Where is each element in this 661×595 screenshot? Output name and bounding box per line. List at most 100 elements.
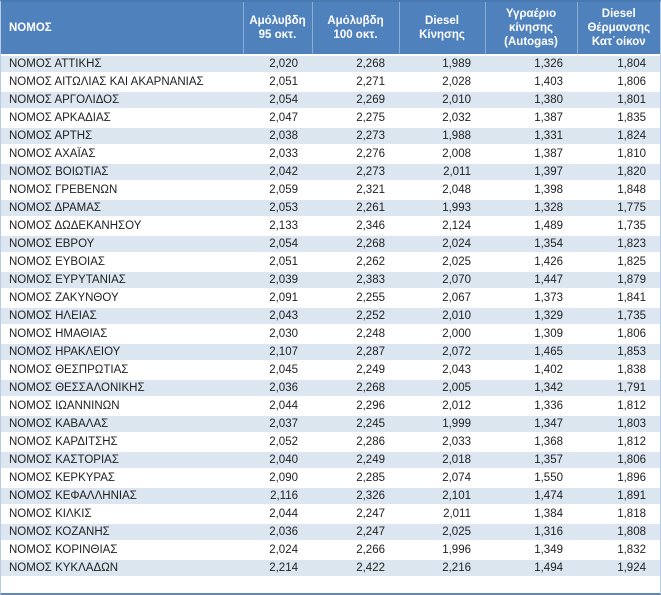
table-row: ΝΟΜΟΣ ΚΕΡΚΥΡΑΣ 2,090 2,285 2,074 1,550 1…	[1, 469, 660, 488]
unleaded100-value-cell: 2,346	[312, 217, 399, 236]
prefecture-name-cell: ΝΟΜΟΣ ΖΑΚΥΝΘΟΥ	[1, 289, 243, 308]
table-row: ΝΟΜΟΣ ΕΒΡΟΥ 2,054 2,268 2,024 1,354 1,82…	[1, 235, 660, 254]
table-row: ΝΟΜΟΣ ΖΑΚΥΝΘΟΥ 2,091 2,255 2,067 1,373 1…	[1, 289, 660, 308]
diesel-value-cell: 2,028	[399, 73, 485, 92]
heating-value-cell: 1,824	[577, 127, 660, 146]
unleaded95-value-cell: 2,107	[243, 343, 312, 362]
unleaded95-value-cell: 2,091	[243, 289, 312, 308]
unleaded95-value-cell: 2,033	[243, 145, 312, 164]
unleaded100-value-cell: 2,271	[312, 73, 399, 92]
table-row: ΝΟΜΟΣ ΑΧΑΪΑΣ 2,033 2,276 2,008 1,387 1,8…	[1, 145, 660, 164]
fuel-prices-table: ΝΟΜΟΣ Αμόλυβδη 95 οκτ. Αμόλυβδη 100 οκτ.…	[1, 2, 660, 578]
diesel-value-cell: 2,010	[399, 91, 485, 110]
prefecture-name-cell: ΝΟΜΟΣ ΕΒΡΟΥ	[1, 235, 243, 254]
unleaded100-value-cell: 2,249	[312, 361, 399, 380]
heating-value-cell: 1,791	[577, 379, 660, 398]
autogas-value-cell: 1,489	[485, 217, 577, 236]
diesel-value-cell: 2,005	[399, 379, 485, 398]
unleaded95-value-cell: 2,054	[243, 235, 312, 254]
autogas-value-cell: 1,474	[485, 487, 577, 506]
unleaded95-value-cell: 2,052	[243, 433, 312, 452]
prefecture-name-cell: ΝΟΜΟΣ ΑΤΤΙΚΗΣ	[1, 55, 243, 74]
autogas-value-cell: 1,403	[485, 73, 577, 92]
diesel-value-cell: 2,074	[399, 469, 485, 488]
table-row: ΝΟΜΟΣ ΚΥΚΛΑΔΩΝ 2,214 2,422 2,216 1,494 1…	[1, 559, 660, 578]
heating-value-cell: 1,835	[577, 109, 660, 128]
heating-value-cell: 1,803	[577, 415, 660, 434]
prefecture-name-cell: ΝΟΜΟΣ ΚΟΡΙΝΘΙΑΣ	[1, 541, 243, 560]
unleaded95-value-cell: 2,045	[243, 361, 312, 380]
diesel-value-cell: 2,000	[399, 325, 485, 344]
table-row: ΝΟΜΟΣ ΗΡΑΚΛΕΙΟΥ 2,107 2,287 2,072 1,465 …	[1, 343, 660, 362]
prefecture-name-cell: ΝΟΜΟΣ ΑΧΑΪΑΣ	[1, 145, 243, 164]
heating-value-cell: 1,810	[577, 145, 660, 164]
table-row: ΝΟΜΟΣ ΑΡΚΑΔΙΑΣ 2,047 2,275 2,032 1,387 1…	[1, 109, 660, 128]
unleaded95-value-cell: 2,036	[243, 523, 312, 542]
table-row: ΝΟΜΟΣ ΘΕΣΠΡΩΤΙΑΣ 2,045 2,249 2,043 1,402…	[1, 361, 660, 380]
column-header-autogas: Υγραέριο κίνησης (Autogas)	[484, 2, 577, 56]
column-header-unleaded100: Αμόλυβδη 100 οκτ.	[311, 2, 399, 56]
unleaded100-value-cell: 2,321	[312, 181, 399, 200]
autogas-value-cell: 1,368	[485, 433, 577, 452]
diesel-value-cell: 2,018	[399, 451, 485, 470]
diesel-value-cell: 2,011	[399, 163, 485, 182]
diesel-value-cell: 2,124	[399, 217, 485, 236]
autogas-value-cell: 1,328	[485, 199, 577, 218]
unleaded100-value-cell: 2,276	[312, 145, 399, 164]
table-row: ΝΟΜΟΣ ΚΟΖΑΝΗΣ 2,036 2,247 2,025 1,316 1,…	[1, 523, 660, 542]
unleaded95-value-cell: 2,116	[243, 487, 312, 506]
unleaded100-value-cell: 2,422	[312, 559, 399, 578]
unleaded100-value-cell: 2,252	[312, 307, 399, 326]
diesel-value-cell: 1,989	[399, 55, 485, 74]
table-row: ΝΟΜΟΣ ΙΩΑΝΝΙΝΩΝ 2,044 2,296 2,012 1,336 …	[1, 397, 660, 416]
prefecture-name-cell: ΝΟΜΟΣ ΚΙΛΚΙΣ	[1, 505, 243, 524]
heating-value-cell: 1,896	[577, 469, 660, 488]
prefecture-name-cell: ΝΟΜΟΣ ΓΡΕΒΕΝΩΝ	[1, 181, 243, 200]
table-row: ΝΟΜΟΣ ΚΑΡΔΙΤΣΗΣ 2,052 2,286 2,033 1,368 …	[1, 433, 660, 452]
unleaded100-value-cell: 2,275	[312, 109, 399, 128]
table-header: ΝΟΜΟΣ Αμόλυβδη 95 οκτ. Αμόλυβδη 100 οκτ.…	[1, 2, 660, 56]
heating-value-cell: 1,806	[577, 451, 660, 470]
unleaded95-value-cell: 2,054	[243, 91, 312, 110]
header-row: ΝΟΜΟΣ Αμόλυβδη 95 οκτ. Αμόλυβδη 100 οκτ.…	[1, 2, 660, 56]
table-row: ΝΟΜΟΣ ΗΜΑΘΙΑΣ 2,030 2,248 2,000 1,309 1,…	[1, 325, 660, 344]
heating-value-cell: 1,806	[577, 73, 660, 92]
heating-value-cell: 1,735	[577, 217, 660, 236]
table-row: ΝΟΜΟΣ ΒΟΙΩΤΙΑΣ 2,042 2,273 2,011 1,397 1…	[1, 163, 660, 182]
autogas-value-cell: 1,331	[485, 127, 577, 146]
heating-value-cell: 1,735	[577, 307, 660, 326]
heating-value-cell: 1,848	[577, 181, 660, 200]
unleaded100-value-cell: 2,286	[312, 433, 399, 452]
table-row: ΝΟΜΟΣ ΔΡΑΜΑΣ 2,053 2,261 1,993 1,328 1,7…	[1, 199, 660, 218]
prefecture-name-cell: ΝΟΜΟΣ ΗΛΕΙΑΣ	[1, 307, 243, 326]
table-row: ΝΟΜΟΣ ΚΟΡΙΝΘΙΑΣ 2,024 2,266 1,996 1,349 …	[1, 541, 660, 560]
diesel-value-cell: 2,011	[399, 505, 485, 524]
prefecture-name-cell: ΝΟΜΟΣ ΚΑΣΤΟΡΙΑΣ	[1, 451, 243, 470]
unleaded100-value-cell: 2,245	[312, 415, 399, 434]
unleaded95-value-cell: 2,039	[243, 271, 312, 290]
table-row: ΝΟΜΟΣ ΚΑΒΑΛΑΣ 2,037 2,245 1,999 1,347 1,…	[1, 415, 660, 434]
heating-value-cell: 1,808	[577, 523, 660, 542]
diesel-value-cell: 1,988	[399, 127, 485, 146]
prefecture-name-cell: ΝΟΜΟΣ ΔΡΑΜΑΣ	[1, 199, 243, 218]
heating-value-cell: 1,801	[577, 91, 660, 110]
unleaded100-value-cell: 2,383	[312, 271, 399, 290]
table-body: ΝΟΜΟΣ ΑΤΤΙΚΗΣ 2,020 2,268 1,989 1,326 1,…	[1, 55, 660, 578]
unleaded100-value-cell: 2,268	[312, 379, 399, 398]
column-header-unleaded95: Αμόλυβδη 95 οκτ.	[242, 2, 312, 56]
autogas-value-cell: 1,398	[485, 181, 577, 200]
heating-value-cell: 1,820	[577, 163, 660, 182]
diesel-value-cell: 2,033	[399, 433, 485, 452]
prefecture-name-cell: ΝΟΜΟΣ ΚΑΡΔΙΤΣΗΣ	[1, 433, 243, 452]
diesel-value-cell: 2,072	[399, 343, 485, 362]
prefecture-name-cell: ΝΟΜΟΣ ΔΩΔΕΚΑΝΗΣΟΥ	[1, 217, 243, 236]
table-row: ΝΟΜΟΣ ΑΡΓΟΛΙΔΟΣ 2,054 2,269 2,010 1,380 …	[1, 91, 660, 110]
unleaded95-value-cell: 2,051	[243, 253, 312, 272]
diesel-value-cell: 2,025	[399, 253, 485, 272]
diesel-value-cell: 1,993	[399, 199, 485, 218]
autogas-value-cell: 1,373	[485, 289, 577, 308]
unleaded95-value-cell: 2,024	[243, 541, 312, 560]
table-row: ΝΟΜΟΣ ΚΕΦΑΛΛΗΝΙΑΣ 2,116 2,326 2,101 1,47…	[1, 487, 660, 506]
table-row: ΝΟΜΟΣ ΗΛΕΙΑΣ 2,043 2,252 2,010 1,329 1,7…	[1, 307, 660, 326]
